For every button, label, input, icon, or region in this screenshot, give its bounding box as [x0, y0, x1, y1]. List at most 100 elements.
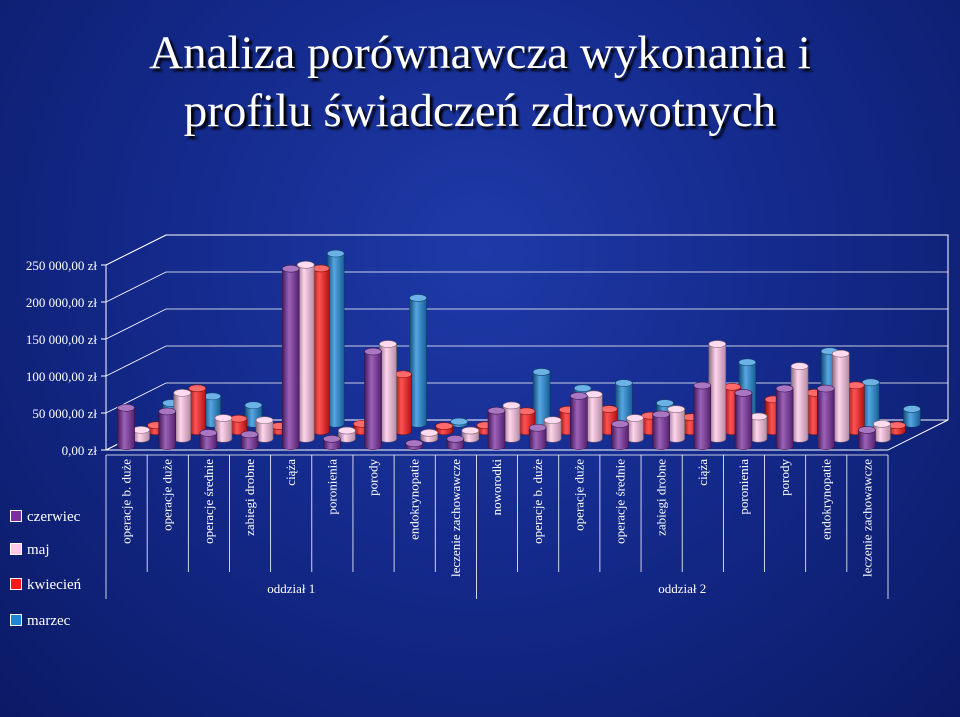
bar-czerwiec-9 — [487, 406, 506, 451]
bar-czerwiec-2 — [199, 429, 218, 451]
y-tick-label: 150 000,00 zł — [26, 332, 98, 347]
gridline — [105, 345, 948, 377]
bar-czerwiec-11 — [570, 392, 588, 451]
chart-title: Analiza porównawcza wykonania i profilu … — [0, 24, 960, 140]
bar-marzec-6 — [409, 294, 427, 428]
bar-maj-7 — [420, 429, 438, 443]
bar-czerwiec-16 — [775, 384, 794, 451]
legend-swatch-kwiecien — [10, 578, 22, 590]
x-tick-label: leczenie zachowawcze — [448, 459, 463, 577]
x-tick-label: operacje duże — [160, 459, 175, 531]
bar-czerwiec-4 — [281, 264, 300, 451]
bar-maj-11 — [585, 390, 603, 443]
bar-maj-15 — [749, 412, 768, 443]
bar-maj-1 — [173, 389, 192, 443]
bar-czerwiec-0 — [117, 403, 135, 451]
bar-maj-0 — [132, 426, 150, 443]
bar-maj-8 — [461, 426, 480, 443]
x-axis: operacje b. duże operacje duże operacje śr… — [105, 454, 889, 599]
bar-maj-12 — [626, 414, 644, 443]
bar-czerwiec-8 — [446, 435, 465, 451]
legend-swatch-czerwiec — [10, 510, 22, 522]
gridline — [105, 308, 948, 340]
y-tick-label: 0,00 zł — [62, 443, 98, 458]
chart-title-line-2: profilu świadczeń zdrowotnych — [183, 85, 777, 137]
y-tick-label: 250 000,00 zł — [26, 258, 98, 273]
bar-kwiecień-1 — [188, 384, 207, 436]
bar-maj-9 — [502, 401, 521, 443]
gridline — [105, 382, 948, 414]
bar-maj-3 — [255, 416, 274, 443]
bar-maj-14 — [708, 340, 727, 443]
bar-maj-5 — [338, 426, 356, 443]
x-tick-label: operacje b. duże — [530, 459, 545, 544]
bar-czerwiec-1 — [158, 407, 177, 451]
y-tick-label: 100 000,00 zł — [26, 369, 98, 384]
x-tick-label: ciąża — [283, 459, 298, 486]
bar-kwiecień-7 — [435, 422, 453, 436]
bar-maj-13 — [667, 405, 685, 443]
bar-czerwiec-13 — [652, 410, 670, 451]
bar-maj-17 — [831, 349, 850, 443]
bar-czerwiec-18 — [858, 426, 876, 451]
gridline — [105, 271, 948, 303]
x-tick-label: ciąża — [695, 459, 710, 486]
bar-czerwiec-14 — [693, 381, 712, 451]
x-tick-label: noworodki — [489, 459, 504, 516]
group-label-1: oddział 1 — [267, 581, 315, 596]
bar-maj-10 — [543, 416, 562, 443]
bar-czerwiec-3 — [240, 430, 259, 451]
legend-swatch-marzec — [10, 614, 22, 626]
bar-maj-6 — [379, 340, 397, 443]
x-tick-label: porody — [366, 459, 381, 496]
legend-swatch-maj — [10, 543, 22, 555]
x-tick-label: operacje duże — [571, 459, 586, 531]
bar-czerwiec-5 — [323, 435, 341, 451]
y-tick-label: 50 000,00 zł — [32, 406, 97, 421]
bar-maj-2 — [214, 414, 233, 443]
bar-kwiecień-18 — [888, 421, 906, 436]
bar-czerwiec-6 — [364, 347, 382, 451]
bar-marzec-17 — [861, 378, 880, 428]
bar-czerwiec-15 — [734, 389, 753, 451]
chart-title-line-1: Analiza porównawcza wykonania i — [149, 27, 811, 79]
bars — [117, 249, 921, 451]
x-tick-label: leczenie zachowawcze — [859, 459, 874, 577]
y-axis-ticks: 0,00 zł 50 000,00 zł 100 000,00 zł 150 000,… — [26, 258, 106, 458]
bar-marzec-4 — [326, 249, 345, 428]
gridline — [105, 234, 948, 266]
x-tick-label: poronienia — [324, 459, 339, 515]
x-tick-label: operacje b. duże — [119, 459, 134, 544]
x-tick-label: endokrynopatie — [407, 459, 422, 540]
legend-label-kwiecien: kwiecień — [27, 577, 82, 593]
group-label-2: oddział 2 — [658, 581, 706, 596]
bar-czerwiec-12 — [611, 420, 629, 451]
x-tick-label: zabiegi drobne — [242, 459, 257, 536]
bar-marzec-7 — [450, 417, 468, 428]
bar-marzec-18 — [903, 405, 921, 428]
x-tick-label: poronienia — [736, 459, 751, 515]
x-tick-label: porody — [777, 459, 792, 496]
bar-maj-18 — [873, 420, 891, 443]
x-tick-label: endokrynopatie — [818, 459, 833, 540]
bar-maj-16 — [790, 362, 809, 443]
bar-czerwiec-10 — [528, 423, 547, 451]
x-tick-label: operacje średnie — [612, 459, 627, 544]
x-tick-label: operacje średnie — [201, 459, 216, 544]
x-tick-label: zabiegi drobne — [654, 459, 669, 536]
bar-kwiecień-4 — [311, 264, 330, 436]
bar-maj-4 — [296, 261, 315, 443]
y-tick-label: 200 000,00 zł — [26, 295, 98, 310]
legend-item-kwiecien: kwiecień — [10, 577, 81, 594]
bar-kwiecień-6 — [394, 370, 412, 436]
legend-item-maj: maj — [10, 542, 50, 559]
bar-czerwiec-17 — [816, 384, 835, 451]
legend-label-maj: maj — [27, 542, 50, 558]
legend-item-marzec: marzec — [10, 613, 70, 630]
bar-czerwiec-7 — [405, 439, 423, 451]
legend-label-marzec: marzec — [27, 613, 71, 629]
legend-item-czerwiec: czerwiec — [10, 509, 80, 526]
bar-kwiecień-17 — [846, 381, 865, 436]
legend-label-czerwiec: czerwiec — [27, 509, 81, 525]
